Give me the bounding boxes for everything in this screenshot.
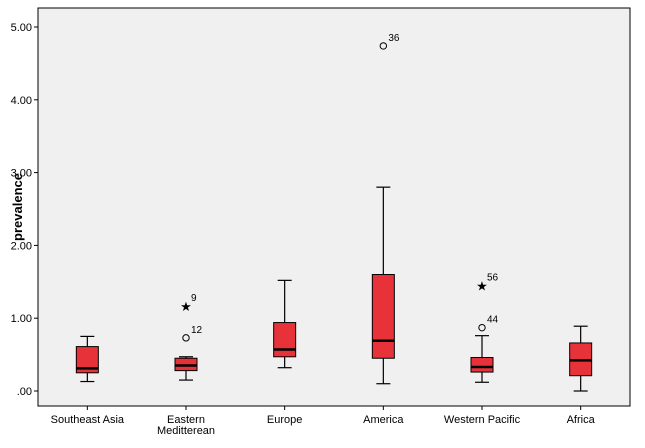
outlier-circle xyxy=(182,334,190,342)
x-tick-label: Southeast Asia xyxy=(51,414,125,426)
outlier-star: ★ xyxy=(476,279,488,294)
y-tick-label: .00 xyxy=(17,386,32,398)
y-tick-label: 4.00 xyxy=(11,95,32,107)
x-tick-label: Meditterean xyxy=(157,425,215,437)
outlier-label: 44 xyxy=(487,315,499,326)
x-tick-label: Western Pacific xyxy=(444,414,521,426)
outlier-label: 56 xyxy=(487,272,499,283)
iqr-box xyxy=(371,274,395,359)
outlier-circle xyxy=(478,323,486,332)
x-tick-label: Eastern xyxy=(167,414,205,426)
y-axis: .00 1.00 2.00 3.00 4.00 5.00 xyxy=(11,22,38,398)
box-europe xyxy=(273,279,297,369)
box-america: 36 xyxy=(371,33,400,385)
outlier-circle xyxy=(379,42,388,50)
y-axis-label: prevalence xyxy=(10,173,25,241)
iqr-box xyxy=(75,346,99,374)
box-eastern-meditterean: ★9 12 xyxy=(174,293,203,381)
x-tick-label: Europe xyxy=(267,414,302,426)
x-tick-label: Africa xyxy=(567,414,596,426)
y-tick-label: 3.00 xyxy=(11,168,32,180)
outlier-label: 9 xyxy=(191,293,197,304)
outlier-label: 36 xyxy=(388,33,400,44)
box-western-pacific: ★56 44 xyxy=(470,272,499,383)
y-tick-label: 1.00 xyxy=(11,313,32,325)
box-africa xyxy=(569,325,593,392)
outlier-label: 12 xyxy=(191,325,203,336)
iqr-box xyxy=(470,357,494,373)
x-tick-label: America xyxy=(363,414,404,426)
outlier-star: ★ xyxy=(180,300,192,315)
y-tick-label: 2.00 xyxy=(11,240,32,252)
y-tick-label: 5.00 xyxy=(11,22,32,34)
iqr-box xyxy=(273,322,297,358)
plot-area xyxy=(37,7,631,407)
box-southeast-asia xyxy=(75,335,99,383)
